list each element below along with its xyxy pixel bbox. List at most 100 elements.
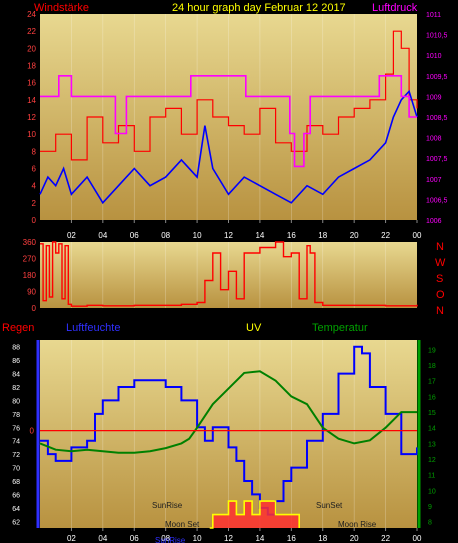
x-tick-label: 18: [318, 534, 327, 543]
compass-w: W: [435, 257, 446, 269]
x-tick-label: 12: [224, 534, 233, 543]
wind-label: Windstärke: [34, 2, 89, 14]
temperature-tick-label: 16: [428, 394, 436, 401]
x-tick-label: 20: [350, 534, 359, 543]
humidity-tick-label: 86: [12, 358, 20, 365]
rain-label: Regen: [2, 322, 34, 334]
sunset-label: SunSet: [316, 501, 343, 510]
pressure-axis-ticks: 1006 1006,5 1007 1007,5 1008 1008,5 1009 1009,5…: [426, 12, 448, 225]
x-tick-label: 04: [98, 534, 107, 543]
wind-tick-label: 0: [32, 216, 37, 225]
wind-tick-label: 24: [27, 10, 36, 19]
wind-tick-label: 12: [27, 113, 36, 122]
pressure-tick-label: 1006: [426, 218, 442, 225]
compass-labels: N W S O N: [435, 241, 446, 317]
humidity-axis-ticks: 62 64 66 68 70 72 74 76 78 80 82 84 86 88: [12, 340, 40, 528]
humidity-label: Luftfeuchte: [66, 322, 120, 334]
x-tick-label: 20: [350, 231, 359, 240]
series-humidity: [40, 345, 418, 516]
climate-series: [39, 345, 418, 529]
x-tick-label: 12: [224, 231, 233, 240]
temperature-axis-ticks: 8 9 10 11 12 13 14 15 16 17 18 19: [417, 340, 436, 528]
x-tick-label: 22: [381, 231, 390, 240]
pressure-tick-label: 1007,5: [426, 156, 448, 163]
direction-tick-label: 360: [23, 238, 37, 247]
series-direction: [40, 241, 418, 307]
series-uv-fill: [209, 501, 300, 528]
x-tick-label: 08: [161, 231, 170, 240]
humidity-tick-label: 78: [12, 412, 20, 419]
compass-n-bottom: N: [436, 305, 444, 317]
direction-tick-label: 270: [23, 255, 37, 264]
temperature-tick-label: 19: [428, 347, 436, 354]
temperature-tick-label: 14: [428, 426, 436, 433]
x-tick-label: 00: [413, 231, 422, 240]
humidity-tick-label: 80: [12, 398, 20, 405]
x-tick-label: 02: [67, 534, 76, 543]
temperature-tick-label: 11: [428, 473, 435, 480]
series-uv: [209, 500, 300, 529]
wind-tick-label: 6: [32, 165, 37, 174]
temperature-tick-label: 18: [428, 363, 436, 370]
pressure-label: Luftdruck: [372, 2, 418, 14]
pressure-tick-label: 1010: [426, 53, 442, 60]
pressure-tick-label: 1008: [426, 136, 442, 143]
x-tick-label: 02: [67, 231, 76, 240]
sunrise-label: SunRise: [152, 501, 183, 510]
direction-axis-ticks: 0 90 180 270 360: [23, 238, 37, 313]
pressure-tick-label: 1009: [426, 94, 442, 101]
humidity-tick-label: 88: [12, 345, 20, 352]
temperature-tick-label: 15: [428, 410, 436, 417]
x-tick-label: 08: [161, 534, 170, 543]
pressure-tick-label: 1010,5: [426, 33, 448, 40]
humidity-tick-label: 72: [12, 452, 20, 459]
direction-tick-label: 0: [32, 304, 37, 313]
x-tick-label: 16: [287, 534, 296, 543]
direction-tick-label: 180: [23, 271, 37, 280]
series-temperature: [39, 370, 417, 454]
wind-tick-label: 2: [32, 199, 37, 208]
wind-tick-label: 22: [27, 27, 36, 36]
humidity-tick-label: 62: [12, 519, 20, 526]
series-avg: [39, 89, 418, 205]
wind-tick-label: 14: [27, 96, 36, 105]
wind-series: [39, 30, 418, 205]
humidity-tick-label: 76: [12, 425, 20, 432]
temperature-tick-label: 12: [428, 457, 436, 464]
x-tick-label: 18: [318, 231, 327, 240]
wind-tick-label: 18: [27, 62, 36, 71]
direction-tick-label: 90: [27, 288, 36, 297]
humidity-tick-label: 84: [12, 372, 20, 379]
x-tick-label: 04: [98, 231, 107, 240]
wind-tick-label: 10: [27, 130, 36, 139]
wind-tick-label: 20: [27, 44, 36, 53]
x-tick-label: 14: [255, 231, 264, 240]
humidity-tick-label: 74: [12, 439, 20, 446]
temperature-tick-label: 10: [428, 488, 436, 495]
direction-series: [40, 241, 418, 307]
temperature-tick-label: 13: [428, 441, 436, 448]
uv-label: UV: [246, 322, 262, 334]
humidity-tick-label: 64: [12, 506, 20, 513]
humidity-tick-label: 68: [12, 479, 20, 486]
x-tick-label: 22: [381, 534, 390, 543]
wind-tick-label: 8: [32, 147, 37, 156]
pressure-tick-label: 1007: [426, 177, 442, 184]
x-tick-label: 06: [130, 231, 139, 240]
humidity-tick-label: 66: [12, 492, 20, 499]
temperature-label: Temperatur: [312, 322, 368, 334]
x-tick-label: 00: [413, 534, 422, 543]
wind-tick-label: 16: [27, 79, 36, 88]
x-tick-label: 14: [255, 534, 264, 543]
wind-x-ticks: 02 04 06 08 10 12 14 16 18 20 22 00: [67, 220, 422, 240]
compass-o: O: [436, 289, 445, 301]
temperature-tick-label: 8: [428, 520, 432, 527]
rain-tick-label: 0: [30, 427, 35, 436]
series-gust: [40, 30, 418, 161]
climate-x-ticks: 02 04 06 08 10 12 14 16 18 20 22 00: [67, 528, 422, 543]
compass-n-top: N: [436, 241, 444, 253]
pressure-tick-label: 1009,5: [426, 74, 448, 81]
x-tick-label: 16: [287, 231, 296, 240]
